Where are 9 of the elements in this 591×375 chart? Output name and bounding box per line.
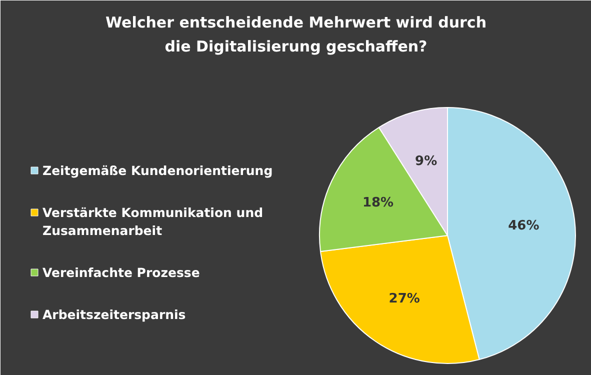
chart-title: Welcher entscheidende Mehrwert wird durch die Digitalisierung geschaffen? bbox=[106, 14, 486, 56]
legend-label: Verstärkte Kommunikation und Zusammenarbeit bbox=[42, 205, 264, 238]
legend-label: Vereinfachte Prozesse bbox=[42, 265, 200, 280]
data-label: 27% bbox=[388, 292, 420, 307]
legend-label: Zeitgemäße Kundenorientierung bbox=[42, 163, 273, 178]
legend-label: Arbeitszeitersparnis bbox=[42, 307, 186, 322]
data-label: 46% bbox=[508, 218, 540, 234]
data-label: 9% bbox=[415, 154, 438, 170]
data-label: 18% bbox=[362, 195, 394, 210]
